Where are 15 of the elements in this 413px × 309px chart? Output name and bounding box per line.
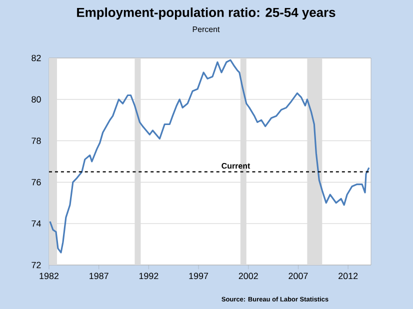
x-tick-label: 1987 [90,272,108,280]
x-tick-label: 1997 [189,272,208,280]
x-tick-label: 1982 [40,272,59,280]
chart-title: Employment-population ratio: 25-54 years [77,8,336,20]
y-tick-label: 74 [32,220,41,227]
x-tick-label: 1992 [139,272,158,280]
y-tick-label: 78 [32,138,41,144]
y-tick-label: 76 [32,179,41,186]
y-tick-label: 72 [32,262,41,268]
x-tick-label: 2012 [338,272,358,280]
x-tick-label: 2007 [288,272,308,280]
y-tick-label: 82 [32,54,41,62]
line-series [49,59,370,254]
y-tick-label: 80 [32,96,41,103]
x-tick-label: 2002 [238,272,258,280]
